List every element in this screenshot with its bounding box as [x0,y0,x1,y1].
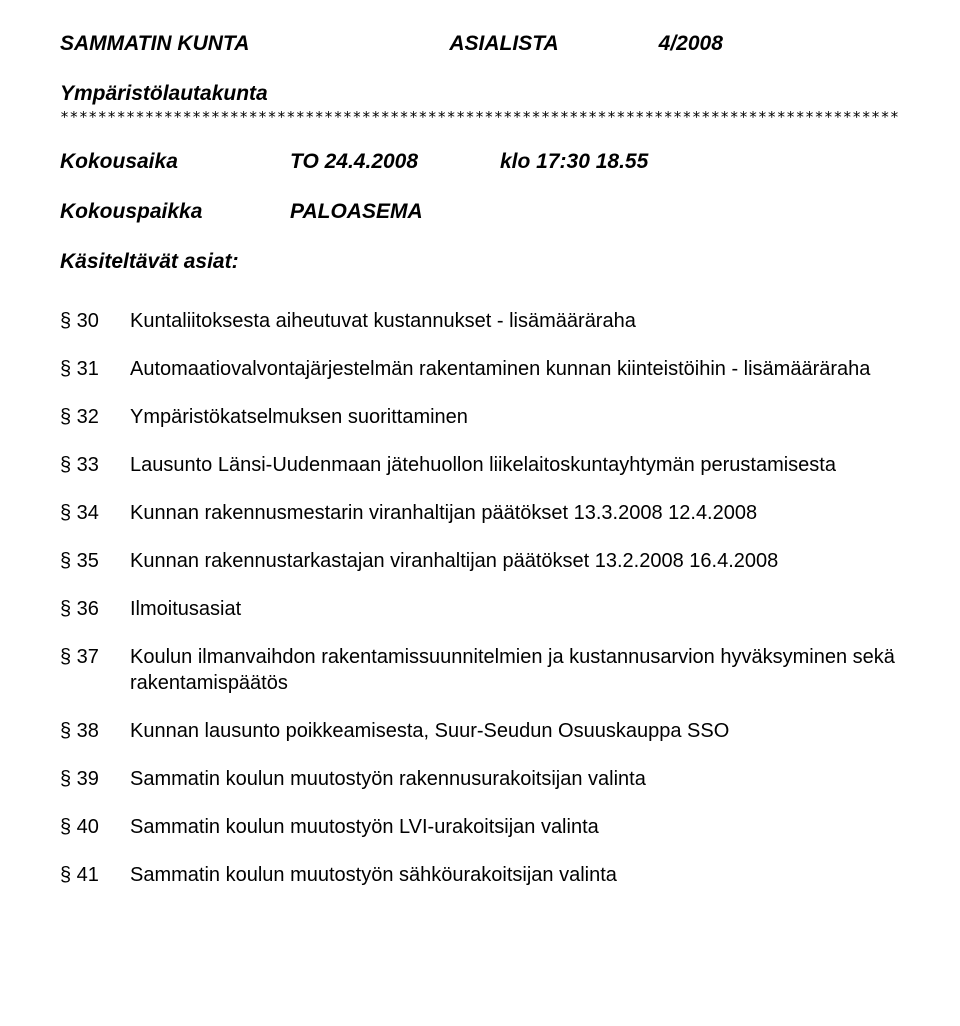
agenda-item-text: Sammatin koulun muutostyön rakennusurako… [130,766,900,792]
agenda-item-text: Kunnan rakennusmestarin viranhaltijan pä… [130,500,900,526]
agenda-item-number: § 31 [60,356,130,382]
agenda-item-number: § 37 [60,644,130,696]
agenda-item-text: Ympäristökatselmuksen suorittaminen [130,404,900,430]
meeting-time: klo 17:30 18.55 [500,150,648,174]
separator-line: ****************************************… [60,108,900,126]
agenda-item-text: Ilmoitusasiat [130,596,900,622]
agenda-item: § 32 Ympäristökatselmuksen suorittaminen [60,404,900,430]
agenda-item-number: § 38 [60,718,130,744]
agenda-item: § 31 Automaatiovalvontajärjestelmän rake… [60,356,900,382]
agenda-item-number: § 33 [60,452,130,478]
agenda-item: § 36 Ilmoitusasiat [60,596,900,622]
meeting-time-label: Kokousaika [60,150,290,174]
agenda-item-text: Kuntaliitoksesta aiheutuvat kustannukset… [130,308,900,334]
meeting-time-row: Kokousaika TO 24.4.2008 klo 17:30 18.55 [60,150,900,174]
agenda-item-number: § 40 [60,814,130,840]
agenda-item-number: § 39 [60,766,130,792]
agenda-item: § 39 Sammatin koulun muutostyön rakennus… [60,766,900,792]
meeting-date: TO 24.4.2008 [290,150,500,174]
agenda-item-number: § 34 [60,500,130,526]
agenda-item: § 40 Sammatin koulun muutostyön LVI-urak… [60,814,900,840]
agenda-item: § 33 Lausunto Länsi-Uudenmaan jätehuollo… [60,452,900,478]
agenda-item: § 35 Kunnan rakennustarkastajan viranhal… [60,548,900,574]
agenda-item-text: Koulun ilmanvaihdon rakentamissuunnitelm… [130,644,900,696]
agenda-item-text: Lausunto Länsi-Uudenmaan jätehuollon lii… [130,452,900,478]
agenda-item: § 41 Sammatin koulun muutostyön sähköura… [60,862,900,888]
agenda-item-text: Kunnan rakennustarkastajan viranhaltijan… [130,548,900,574]
meeting-place-row: Kokouspaikka PALOASEMA [60,200,900,224]
agenda-item-number: § 41 [60,862,130,888]
agenda-item-number: § 36 [60,596,130,622]
agenda-item-text: Sammatin koulun muutostyön LVI-urakoitsi… [130,814,900,840]
agenda-item-text: Sammatin koulun muutostyön sähköurakoits… [130,862,900,888]
agenda-item: § 37 Koulun ilmanvaihdon rakentamissuunn… [60,644,900,696]
header-organization: SAMMATIN KUNTA [60,32,249,56]
agenda-item-text: Kunnan lausunto poikkeamisesta, Suur-Seu… [130,718,900,744]
header-doc-number: 4/2008 [659,32,723,56]
meeting-place: PALOASEMA [290,200,423,224]
meeting-place-label: Kokouspaikka [60,200,290,224]
agenda-item: § 38 Kunnan lausunto poikkeamisesta, Suu… [60,718,900,744]
agenda-item: § 34 Kunnan rakennusmestarin viranhaltij… [60,500,900,526]
agenda-item-number: § 30 [60,308,130,334]
document-header: SAMMATIN KUNTA ASIALISTA 4/2008 [60,32,900,56]
agenda-item-text: Automaatiovalvontajärjestelmän rakentami… [130,356,900,382]
committee-subtitle: Ympäristölautakunta [60,82,900,106]
agenda-items-title: Käsiteltävät asiat: [60,250,900,274]
agenda-item-number: § 35 [60,548,130,574]
agenda-item-number: § 32 [60,404,130,430]
agenda-items-list: § 30 Kuntaliitoksesta aiheutuvat kustann… [60,308,900,888]
header-doc-type: ASIALISTA [449,32,558,56]
agenda-item: § 30 Kuntaliitoksesta aiheutuvat kustann… [60,308,900,334]
